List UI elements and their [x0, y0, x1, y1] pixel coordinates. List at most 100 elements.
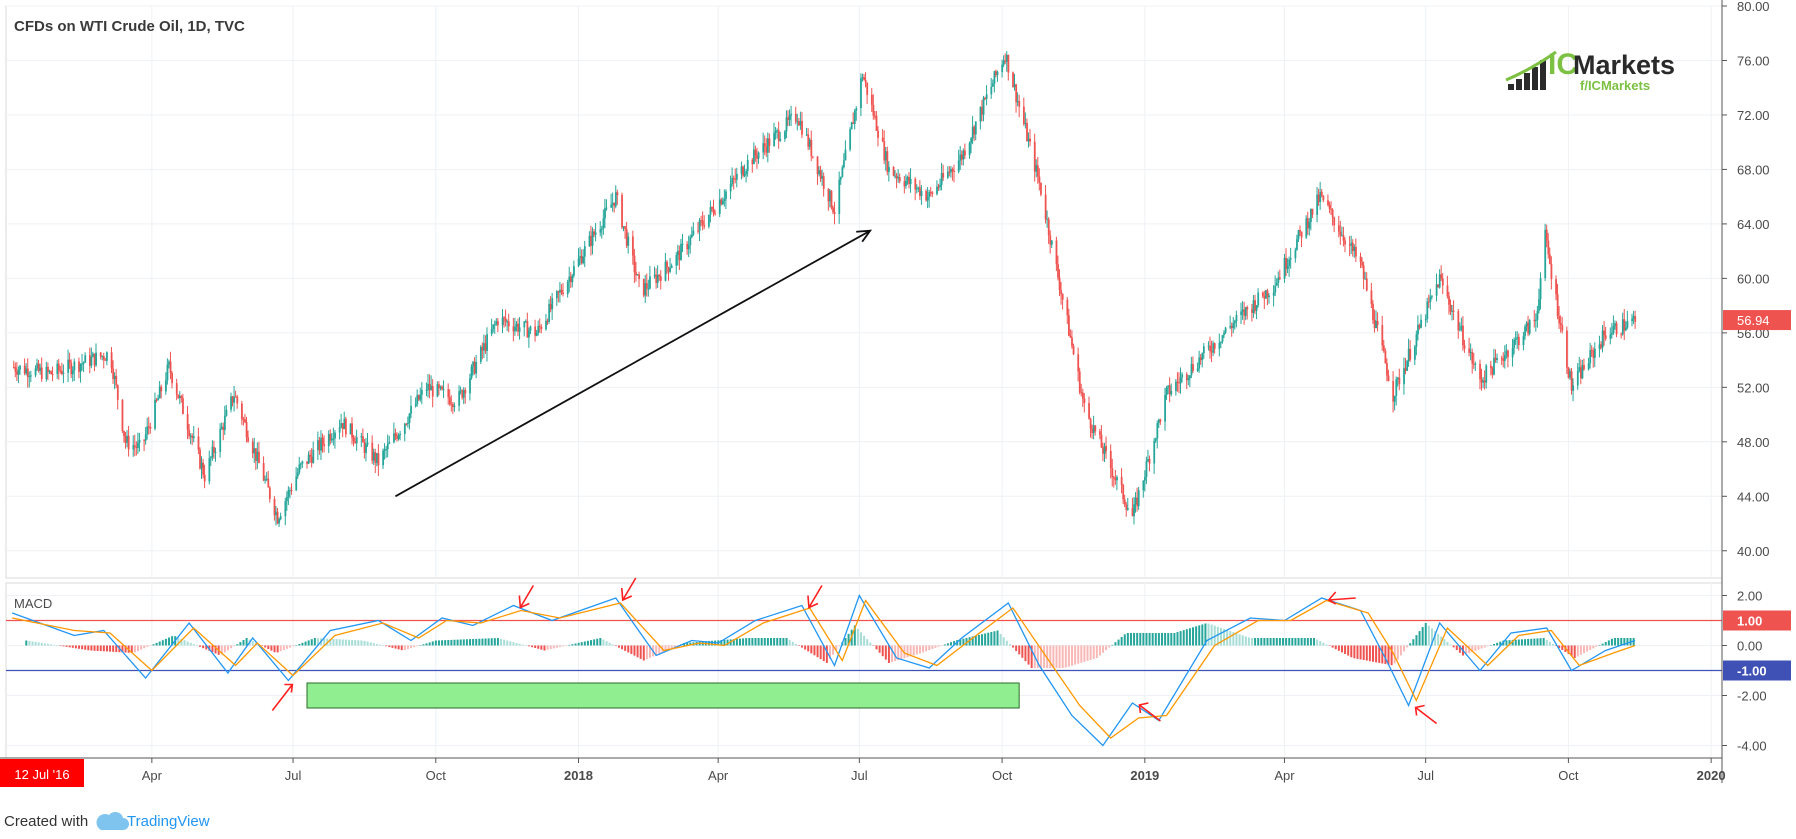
created-with-text: Created with: [4, 813, 88, 830]
price-candle-body: [501, 317, 504, 326]
price-candle-body: [78, 361, 80, 372]
price-candle-body: [461, 390, 464, 398]
macd-histogram-bar: [971, 636, 974, 646]
macd-histogram-bar: [1424, 623, 1427, 646]
created-with-footer[interactable]: Created with TradingView: [4, 811, 210, 830]
price-candle-body: [1406, 361, 1409, 371]
price-candle-body: [1285, 257, 1288, 269]
price-candle-body: [51, 374, 54, 376]
price-candle-body: [1274, 285, 1277, 293]
price-candle-body: [1179, 377, 1182, 384]
macd-histogram-bar: [583, 641, 586, 646]
price-candle-body: [762, 143, 765, 153]
price-candle-body: [593, 231, 596, 235]
macd-histogram-bar: [46, 643, 49, 646]
price-candle-body: [427, 383, 430, 390]
macd-histogram-bar: [1285, 638, 1288, 646]
price-candle-body: [299, 463, 302, 465]
price-candle-body: [220, 426, 223, 429]
price-candle-body: [1527, 322, 1530, 334]
price-candle-body: [957, 160, 960, 172]
price-candle-body: [725, 191, 727, 199]
price-candle-body: [90, 356, 93, 366]
price-tick-label: 44.00: [1737, 489, 1770, 504]
macd-histogram-bar: [1508, 640, 1511, 646]
macd-histogram-bar: [1601, 643, 1604, 646]
macd-histogram-bar: [1039, 645, 1042, 668]
macd-histogram-bar: [1527, 638, 1530, 646]
macd-histogram-bar: [472, 639, 475, 646]
price-candle-body: [991, 83, 994, 87]
price-candle-body: [925, 191, 928, 201]
price-candle-body: [863, 77, 865, 80]
price-candle-body: [417, 395, 420, 400]
red-arrowhead: [1327, 591, 1337, 605]
price-candle-body: [872, 104, 875, 116]
price-candle-body: [1100, 434, 1103, 448]
macd-histogram-bar: [552, 645, 555, 649]
macd-histogram-bar: [1418, 631, 1421, 646]
price-candle-body: [267, 478, 270, 488]
price-candle-body: [1185, 374, 1188, 381]
price-candle-body: [1392, 381, 1395, 402]
price-candle-body: [1620, 334, 1623, 336]
price-candle-body: [905, 180, 907, 187]
price-candle-body: [1604, 335, 1607, 339]
price-tick-label: 60.00: [1737, 271, 1770, 286]
price-candle-body: [327, 434, 330, 447]
price-candle-body: [1413, 346, 1416, 360]
price-candle-body: [1005, 54, 1008, 62]
price-candle-body: [692, 230, 695, 235]
price-candle-body: [483, 343, 485, 351]
price-candle-body: [1452, 310, 1455, 312]
macd-histogram-bar: [1049, 645, 1052, 668]
price-candle-body: [50, 371, 52, 375]
price-candle-body: [1525, 322, 1528, 327]
tradingview-brand[interactable]: TradingView: [127, 813, 210, 830]
price-candle-body: [1632, 316, 1635, 319]
macd-histogram-bar: [537, 645, 540, 649]
macd-histogram-bar: [1465, 645, 1468, 655]
macd-histogram-bar: [509, 641, 512, 646]
macd-histogram-bar: [1359, 645, 1362, 660]
price-candle-body: [416, 395, 419, 405]
macd-histogram-bar: [168, 637, 171, 646]
price-candle-body: [210, 457, 212, 459]
price-candle-body: [1440, 274, 1443, 279]
price-candle-body: [973, 126, 976, 135]
macd-histogram-bar: [673, 645, 676, 648]
macd-level-label: 1.00: [1737, 614, 1762, 629]
price-candle-body: [101, 356, 104, 358]
price-candle-body: [588, 235, 591, 247]
price-candle-body: [625, 229, 628, 246]
price-candle-body: [385, 449, 388, 451]
price-candle-body: [399, 433, 402, 436]
macd-histogram-bar: [375, 643, 378, 646]
macd-histogram-bar: [940, 645, 943, 646]
price-candle-body: [192, 436, 195, 439]
macd-histogram-bar: [621, 645, 624, 650]
price-candle-body: [1438, 274, 1441, 288]
macd-histogram-bar: [555, 645, 558, 648]
price-candle-body: [403, 423, 406, 434]
price-candle-body: [1089, 418, 1092, 429]
price-candle-body: [1109, 450, 1112, 469]
price-candle-body: [523, 321, 526, 328]
price-candle-body: [441, 386, 443, 390]
price-candle-body: [779, 138, 782, 141]
macd-histogram-bar: [78, 645, 81, 649]
price-candle-body: [929, 192, 932, 194]
macd-histogram-bar: [1316, 639, 1319, 646]
price-candle-body: [425, 389, 428, 391]
macd-histogram-bar: [1604, 642, 1607, 646]
macd-histogram-bar: [1331, 645, 1334, 648]
price-candle-body: [875, 115, 878, 131]
price-candle-body: [351, 423, 353, 438]
macd-histogram-bar: [670, 645, 673, 649]
price-candle-body: [1198, 357, 1201, 369]
macd-histogram-bar: [1558, 645, 1561, 648]
macd-histogram-bar: [1297, 638, 1300, 646]
price-candle-body: [742, 166, 744, 176]
macd-histogram-bar: [1325, 644, 1328, 646]
macd-histogram-bar: [999, 633, 1002, 646]
